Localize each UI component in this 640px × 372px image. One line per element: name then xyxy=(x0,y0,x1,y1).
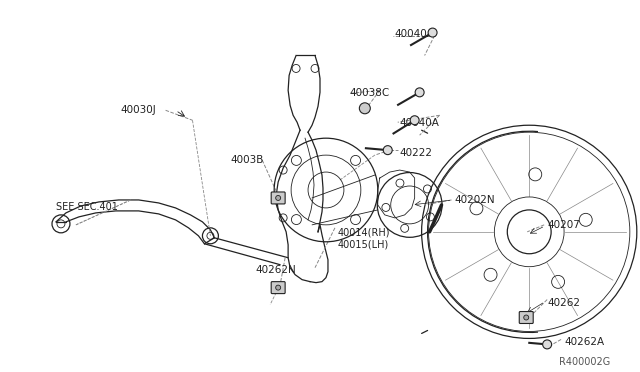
Text: 40040A: 40040A xyxy=(400,118,440,128)
Text: R400002G: R400002G xyxy=(559,357,611,368)
Text: 40030J: 40030J xyxy=(121,105,157,115)
FancyBboxPatch shape xyxy=(271,282,285,294)
Text: 40262: 40262 xyxy=(547,298,580,308)
Text: 4003B: 4003B xyxy=(230,155,264,165)
Text: 40040A: 40040A xyxy=(395,29,435,39)
Ellipse shape xyxy=(410,116,419,125)
Text: 40015(LH): 40015(LH) xyxy=(338,240,389,250)
Text: 40262N: 40262N xyxy=(255,265,296,275)
Ellipse shape xyxy=(415,88,424,97)
FancyBboxPatch shape xyxy=(519,311,533,324)
Text: 40262A: 40262A xyxy=(564,337,604,347)
Text: 40222: 40222 xyxy=(400,148,433,158)
Text: 40202N: 40202N xyxy=(454,195,495,205)
Ellipse shape xyxy=(524,315,529,320)
Ellipse shape xyxy=(276,285,281,290)
Ellipse shape xyxy=(543,340,552,349)
Ellipse shape xyxy=(276,195,281,201)
Text: 40207: 40207 xyxy=(547,220,580,230)
Text: 40038C: 40038C xyxy=(350,89,390,98)
Ellipse shape xyxy=(428,28,437,37)
Ellipse shape xyxy=(383,146,392,155)
Ellipse shape xyxy=(359,103,371,114)
FancyBboxPatch shape xyxy=(271,192,285,204)
Text: 40014(RH): 40014(RH) xyxy=(338,228,390,238)
Text: SEE SEC.401: SEE SEC.401 xyxy=(56,202,118,212)
